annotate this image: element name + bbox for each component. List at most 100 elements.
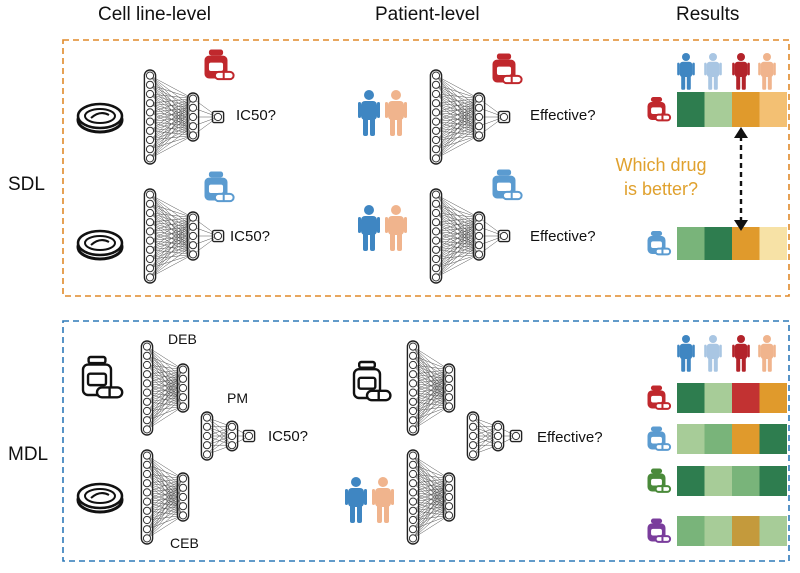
net-node <box>145 108 155 117</box>
net-layer <box>442 472 456 522</box>
mdl-heatmap-row2-cell <box>704 466 732 496</box>
net-node <box>145 190 155 199</box>
person-leg-left <box>762 355 767 372</box>
person-arm-left <box>677 62 680 76</box>
result-person_blue-icon <box>677 53 695 90</box>
result-person_peach-icon <box>758 53 776 90</box>
person-arm-right <box>747 62 750 76</box>
person-head <box>364 205 374 215</box>
net-node <box>444 492 454 502</box>
drug-bottle-blue-icon <box>204 171 235 203</box>
person-arm-right <box>719 344 722 358</box>
net-node <box>408 515 418 525</box>
net-node <box>408 469 418 479</box>
person-leg-right <box>713 355 718 372</box>
person-leg-right <box>686 73 691 90</box>
net-node <box>431 80 441 89</box>
mdl-heatmap-row2-cell <box>759 466 787 496</box>
net-node <box>142 406 152 416</box>
mdl-heatmap-row3-cell <box>732 516 760 546</box>
person-arm-left <box>677 344 680 358</box>
neural-networks <box>140 69 523 545</box>
mdl-heatmap-drug_red-icon <box>647 385 672 410</box>
bottle-label <box>496 182 512 191</box>
person-arm-right <box>747 344 750 358</box>
net-node <box>145 126 155 135</box>
net-node <box>408 425 418 434</box>
net-layer <box>491 420 505 452</box>
net-node <box>408 534 418 543</box>
net-node <box>431 254 441 264</box>
net-node <box>188 222 198 231</box>
bottle-cap <box>650 426 663 432</box>
result-person_lightblue-icon <box>704 53 722 90</box>
net-node <box>227 422 237 431</box>
header-cell-line: Cell line-level <box>98 4 211 25</box>
person-head <box>682 53 690 61</box>
net-node <box>408 360 418 370</box>
comparison-arrow <box>734 127 748 231</box>
net-node <box>474 241 484 250</box>
result-person_blue-icon <box>677 335 695 372</box>
person-arm-left <box>385 102 388 118</box>
dish-cell <box>90 239 110 246</box>
person-head <box>682 335 690 343</box>
bottle-cap <box>650 97 663 102</box>
person-leg-left <box>736 355 741 372</box>
ceb-label: CEB <box>170 535 199 551</box>
bottle-label <box>86 372 108 387</box>
person-head <box>364 90 374 100</box>
mdl-heatmap-drug_green-icon <box>647 468 672 493</box>
person-leg-left <box>390 231 395 251</box>
net-node <box>188 103 198 112</box>
net-node <box>474 112 484 122</box>
net-output <box>211 229 225 243</box>
person-head <box>737 53 745 61</box>
person-leg-right <box>767 355 772 372</box>
dish-cell <box>90 112 110 119</box>
net-node <box>474 131 484 140</box>
mdl-heatmap-row2-cell <box>732 466 760 496</box>
person-arm-left <box>385 217 388 233</box>
net-node <box>431 264 441 273</box>
drug-bottle-outline-icon <box>352 360 392 402</box>
net-node <box>431 108 441 117</box>
person-torso <box>361 216 377 235</box>
net-layer <box>429 188 443 284</box>
net-node <box>408 416 418 425</box>
net-node <box>145 99 155 108</box>
net-node <box>142 515 152 525</box>
person-head <box>391 205 401 215</box>
net-node <box>142 388 152 397</box>
patient-icon-peach <box>372 477 394 523</box>
bottle-label <box>651 528 662 536</box>
net-layer <box>406 340 420 436</box>
net-layer <box>472 211 486 261</box>
net-node <box>474 94 484 103</box>
net-layer <box>442 363 456 413</box>
net-node <box>145 245 155 254</box>
net-node <box>408 406 418 416</box>
net-node <box>178 374 188 383</box>
person-head <box>737 335 745 343</box>
patient-icon-blue <box>345 477 367 523</box>
net-node <box>142 506 152 515</box>
net-node <box>408 388 418 397</box>
net-connections <box>149 75 219 159</box>
person-arm-left <box>345 489 348 505</box>
net-layer <box>472 92 486 142</box>
person-arm-right <box>377 102 380 118</box>
net-node <box>178 502 188 511</box>
pm-label: PM <box>227 390 248 406</box>
bottle-cap <box>358 360 377 369</box>
dish-inner <box>84 235 116 251</box>
net-node <box>431 71 441 80</box>
effective-label-mdl: Effective? <box>537 429 603 446</box>
person-torso <box>679 61 693 77</box>
net-node <box>227 431 237 441</box>
result-person_lightblue-icon <box>704 335 722 372</box>
sdl-net-patient-1 <box>429 69 511 165</box>
person-leg-left <box>708 355 713 372</box>
net-node <box>188 241 198 250</box>
net-node <box>408 370 418 379</box>
